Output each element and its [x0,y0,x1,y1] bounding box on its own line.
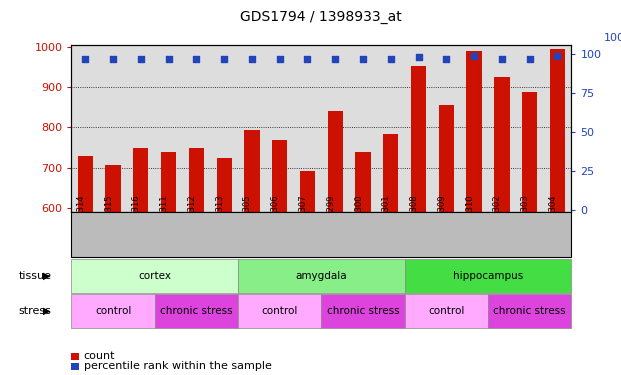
Text: GSM53301: GSM53301 [382,195,391,240]
Bar [134,147,148,212]
Point [108,56,118,62]
Bar [161,152,176,212]
Text: chronic stress: chronic stress [160,306,233,316]
Text: GSM53304: GSM53304 [548,195,558,240]
Text: tissue: tissue [19,271,52,280]
Bar [355,152,371,212]
Text: GSM53312: GSM53312 [188,195,196,240]
Bar [78,156,93,212]
Text: GSM53305: GSM53305 [243,195,252,240]
Text: percentile rank within the sample: percentile rank within the sample [84,362,272,371]
Text: GSM53303: GSM53303 [520,195,530,240]
Bar [550,49,565,212]
Text: stress: stress [19,306,52,316]
Point [386,56,396,62]
Bar [466,51,482,212]
Bar [383,134,399,212]
Text: 100%: 100% [604,33,621,44]
Bar [244,130,260,212]
Text: ▶: ▶ [43,271,50,280]
Text: chronic stress: chronic stress [493,306,566,316]
Point [525,56,535,62]
Point [219,56,229,62]
Text: chronic stress: chronic stress [327,306,399,316]
Point [414,54,424,60]
Point [553,53,563,59]
Text: GSM53309: GSM53309 [437,195,446,240]
Point [442,56,451,62]
Text: hippocampus: hippocampus [453,271,523,280]
Text: GSM53313: GSM53313 [215,195,224,240]
Point [164,56,174,62]
Bar [328,111,343,212]
Point [274,56,284,62]
Bar [411,66,426,212]
Point [80,56,90,62]
Bar [438,105,454,212]
Bar [494,77,509,212]
Text: GSM53315: GSM53315 [104,195,113,240]
Bar [217,158,232,212]
Point [191,56,201,62]
Text: cortex: cortex [138,271,171,280]
Text: GSM53307: GSM53307 [299,195,307,240]
Point [469,53,479,59]
Bar [522,93,537,212]
Point [358,56,368,62]
Text: GSM53299: GSM53299 [326,195,335,240]
Text: GSM53310: GSM53310 [465,195,474,240]
Point [247,56,257,62]
Text: control: control [261,306,298,316]
Text: control: control [428,306,465,316]
Text: count: count [84,351,116,361]
Bar [106,165,120,212]
Text: GDS1794 / 1398933_at: GDS1794 / 1398933_at [240,10,402,24]
Point [302,56,312,62]
Point [497,56,507,62]
Point [330,56,340,62]
Text: GSM53316: GSM53316 [132,195,141,240]
Text: ▶: ▶ [43,306,50,316]
Text: GSM53311: GSM53311 [160,195,169,240]
Text: GSM53308: GSM53308 [410,195,419,240]
Bar [272,140,288,212]
Text: GSM53302: GSM53302 [493,195,502,240]
Text: GSM53306: GSM53306 [271,195,279,240]
Text: GSM53314: GSM53314 [76,195,85,240]
Text: control: control [95,306,131,316]
Bar [189,147,204,212]
Text: amygdala: amygdala [296,271,347,280]
Bar [300,171,315,212]
Text: GSM53300: GSM53300 [354,195,363,240]
Point [136,56,146,62]
